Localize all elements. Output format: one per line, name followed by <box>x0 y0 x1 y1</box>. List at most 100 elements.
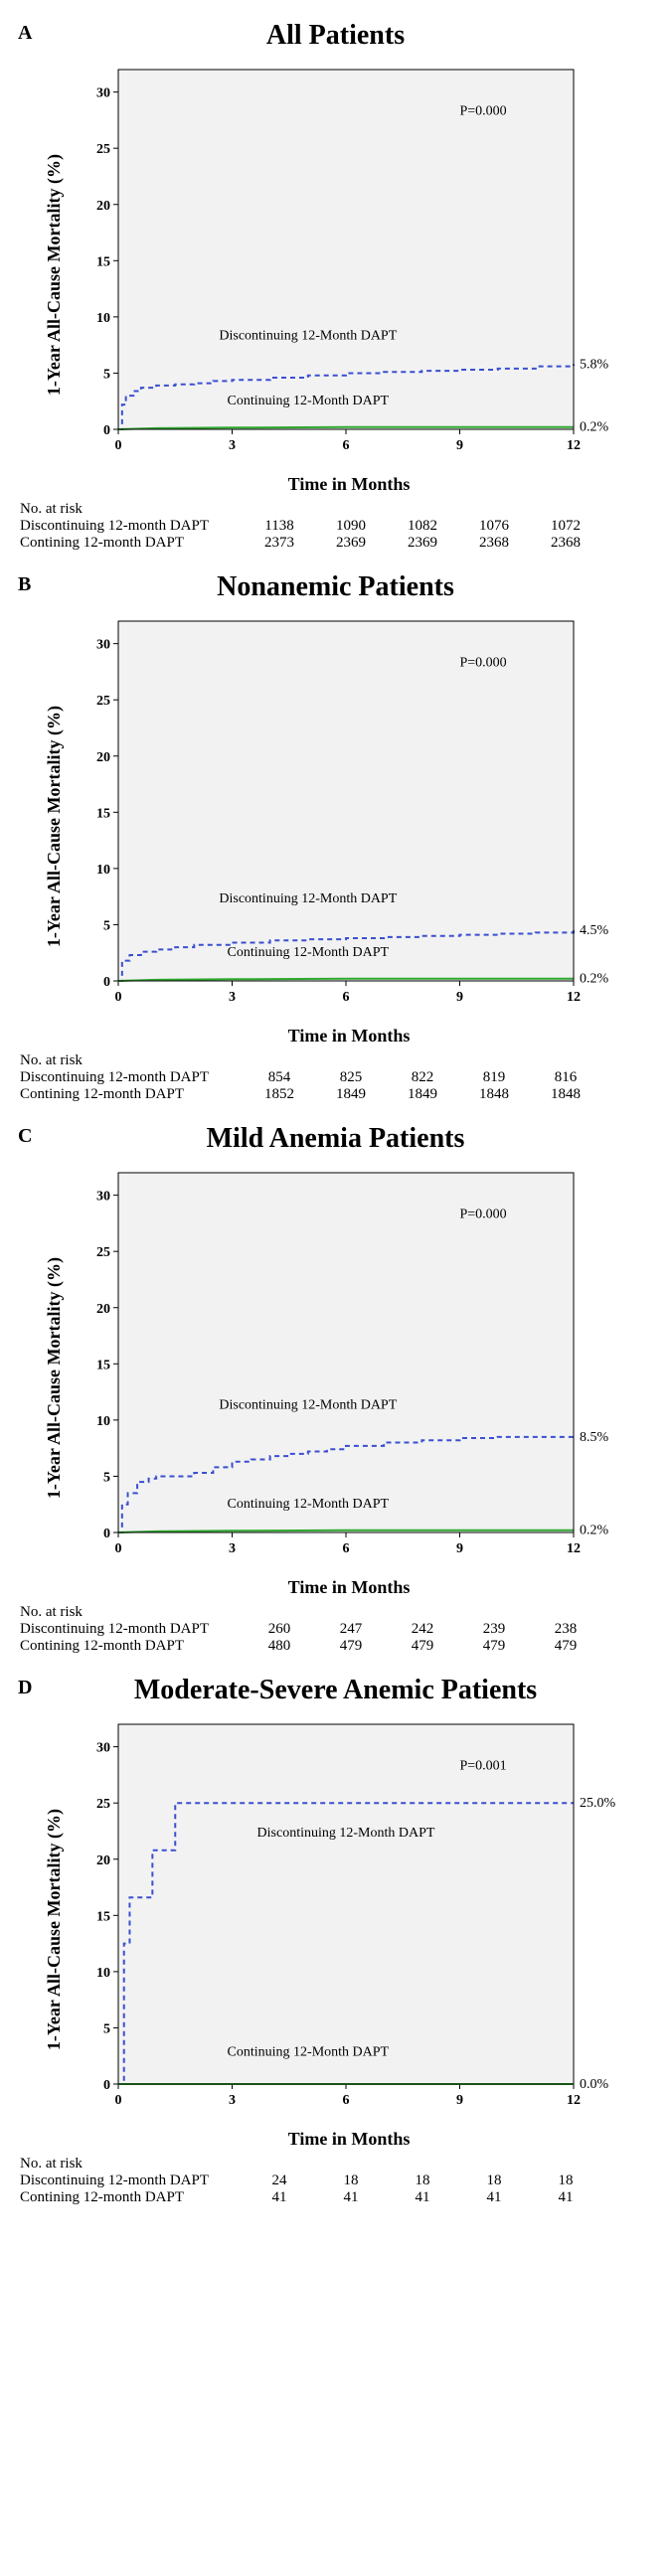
panel-B: BNonanemic Patients 1-Year All-Cause Mort… <box>10 571 661 1103</box>
risk-cell: 238 <box>530 1621 601 1638</box>
svg-text:15: 15 <box>96 254 110 269</box>
svg-text:25: 25 <box>96 142 110 157</box>
risk-cell: 41 <box>244 2189 315 2206</box>
svg-text:30: 30 <box>96 1190 110 1205</box>
svg-text:30: 30 <box>96 638 110 653</box>
svg-text:3: 3 <box>229 438 236 453</box>
svg-text:12: 12 <box>567 438 581 453</box>
risk-cell: 1090 <box>315 518 387 535</box>
svg-text:3: 3 <box>229 990 236 1005</box>
risk-cell: 242 <box>387 1621 458 1638</box>
p-value: P=0.000 <box>460 655 507 670</box>
risk-cell: 2368 <box>458 535 530 552</box>
risk-row-cont: Contining 12-month DAPT23732369236923682… <box>20 535 661 552</box>
km-chart: 051015202530036912P=0.001Discontinuing 1… <box>71 1710 627 2118</box>
cont-series-label: Continuing 12-Month DAPT <box>228 2045 390 2060</box>
svg-text:10: 10 <box>96 1966 110 1981</box>
svg-text:15: 15 <box>96 806 110 821</box>
risk-cell: 854 <box>244 1069 315 1086</box>
km-chart: 051015202530036912P=0.000Discontinuing 1… <box>71 1159 627 1566</box>
risk-row-cont: Contining 12-month DAPT480479479479479 <box>20 1638 661 1655</box>
risk-cell: 1849 <box>315 1086 387 1103</box>
risk-row-label: Discontinuing 12-month DAPT <box>20 2173 244 2189</box>
svg-text:6: 6 <box>343 990 350 1005</box>
svg-text:12: 12 <box>567 1541 581 1556</box>
svg-text:0: 0 <box>103 2078 110 2093</box>
risk-row-label: Contining 12-month DAPT <box>20 2189 244 2206</box>
cont-end-value: 0.2% <box>580 972 609 987</box>
panel-title: Nonanemic Patients <box>10 571 661 603</box>
svg-text:0: 0 <box>115 1541 122 1556</box>
risk-cell: 825 <box>315 1069 387 1086</box>
cont-series-label: Continuing 12-Month DAPT <box>228 1497 390 1512</box>
risk-cell: 479 <box>530 1638 601 1655</box>
disc-end-value: 5.8% <box>580 357 609 372</box>
risk-cell: 1138 <box>244 518 315 535</box>
risk-row-disc: Discontinuing 12-month DAPT1138109010821… <box>20 518 661 535</box>
x-axis-label: Time in Months <box>71 1026 627 1046</box>
km-chart: 051015202530036912P=0.000Discontinuing 1… <box>71 56 627 463</box>
risk-cell: 18 <box>387 2173 458 2189</box>
panel-title: Moderate-Severe Anemic Patients <box>10 1675 661 1706</box>
svg-text:20: 20 <box>96 199 110 214</box>
at-risk-table: No. at riskDiscontinuing 12-month DAPT26… <box>20 1604 661 1655</box>
svg-text:15: 15 <box>96 1909 110 1924</box>
risk-header: No. at risk <box>20 2156 661 2173</box>
risk-header: No. at risk <box>20 1052 661 1069</box>
panel-letter: A <box>18 22 32 45</box>
risk-cell: 1848 <box>530 1086 601 1103</box>
risk-cell: 18 <box>315 2173 387 2189</box>
risk-cell: 247 <box>315 1621 387 1638</box>
risk-cell: 2373 <box>244 535 315 552</box>
panel-A: AAll Patients1-Year All-Cause Mortality … <box>10 20 661 552</box>
panel-title: Mild Anemia Patients <box>10 1123 661 1155</box>
panel-C: CMild Anemia Patients1-Year All-Cause Mo… <box>10 1123 661 1655</box>
at-risk-table: No. at riskDiscontinuing 12-month DAPT11… <box>20 501 661 552</box>
at-risk-table: No. at riskDiscontinuing 12-month DAPT24… <box>20 2156 661 2206</box>
x-axis-label: Time in Months <box>71 474 627 495</box>
risk-cell: 479 <box>458 1638 530 1655</box>
risk-row-label: Discontinuing 12-month DAPT <box>20 1069 244 1086</box>
cont-series-label: Continuing 12-Month DAPT <box>228 394 390 408</box>
panel-letter: B <box>18 573 31 596</box>
disc-series-label: Discontinuing 12-Month DAPT <box>257 1826 435 1841</box>
svg-text:0: 0 <box>103 1527 110 1541</box>
svg-text:15: 15 <box>96 1358 110 1372</box>
disc-end-value: 8.5% <box>580 1430 609 1445</box>
p-value: P=0.000 <box>460 103 507 118</box>
disc-series-label: Discontinuing 12-Month DAPT <box>219 329 397 344</box>
svg-text:20: 20 <box>96 1853 110 1868</box>
risk-cell: 18 <box>458 2173 530 2189</box>
risk-row-disc: Discontinuing 12-month DAPT2418181818 <box>20 2173 661 2189</box>
risk-cell: 819 <box>458 1069 530 1086</box>
risk-row-label: Discontinuing 12-month DAPT <box>20 518 244 535</box>
svg-text:5: 5 <box>103 1470 110 1485</box>
risk-cell: 239 <box>458 1621 530 1638</box>
svg-text:0: 0 <box>115 990 122 1005</box>
risk-row-disc: Discontinuing 12-month DAPT8548258228198… <box>20 1069 661 1086</box>
at-risk-table: No. at riskDiscontinuing 12-month DAPT85… <box>20 1052 661 1103</box>
risk-cell: 41 <box>530 2189 601 2206</box>
y-axis-label: 1-Year All-Cause Mortality (%) <box>44 706 65 947</box>
disc-end-value: 25.0% <box>580 1796 616 1811</box>
risk-cell: 260 <box>244 1621 315 1638</box>
svg-text:9: 9 <box>456 438 463 453</box>
svg-text:30: 30 <box>96 86 110 101</box>
svg-text:12: 12 <box>567 990 581 1005</box>
svg-text:5: 5 <box>103 918 110 933</box>
risk-cell: 1076 <box>458 518 530 535</box>
panel-letter: C <box>18 1125 32 1148</box>
risk-row-label: Discontinuing 12-month DAPT <box>20 1621 244 1638</box>
risk-cell: 1082 <box>387 518 458 535</box>
risk-cell: 479 <box>387 1638 458 1655</box>
x-axis-label: Time in Months <box>71 2129 627 2150</box>
y-axis-label: 1-Year All-Cause Mortality (%) <box>44 1809 65 2050</box>
risk-cell: 2368 <box>530 535 601 552</box>
svg-text:3: 3 <box>229 1541 236 1556</box>
disc-end-value: 4.5% <box>580 923 609 938</box>
risk-cell: 480 <box>244 1638 315 1655</box>
svg-text:10: 10 <box>96 311 110 326</box>
cont-end-value: 0.0% <box>580 2077 609 2092</box>
risk-cell: 2369 <box>315 535 387 552</box>
svg-text:6: 6 <box>343 1541 350 1556</box>
